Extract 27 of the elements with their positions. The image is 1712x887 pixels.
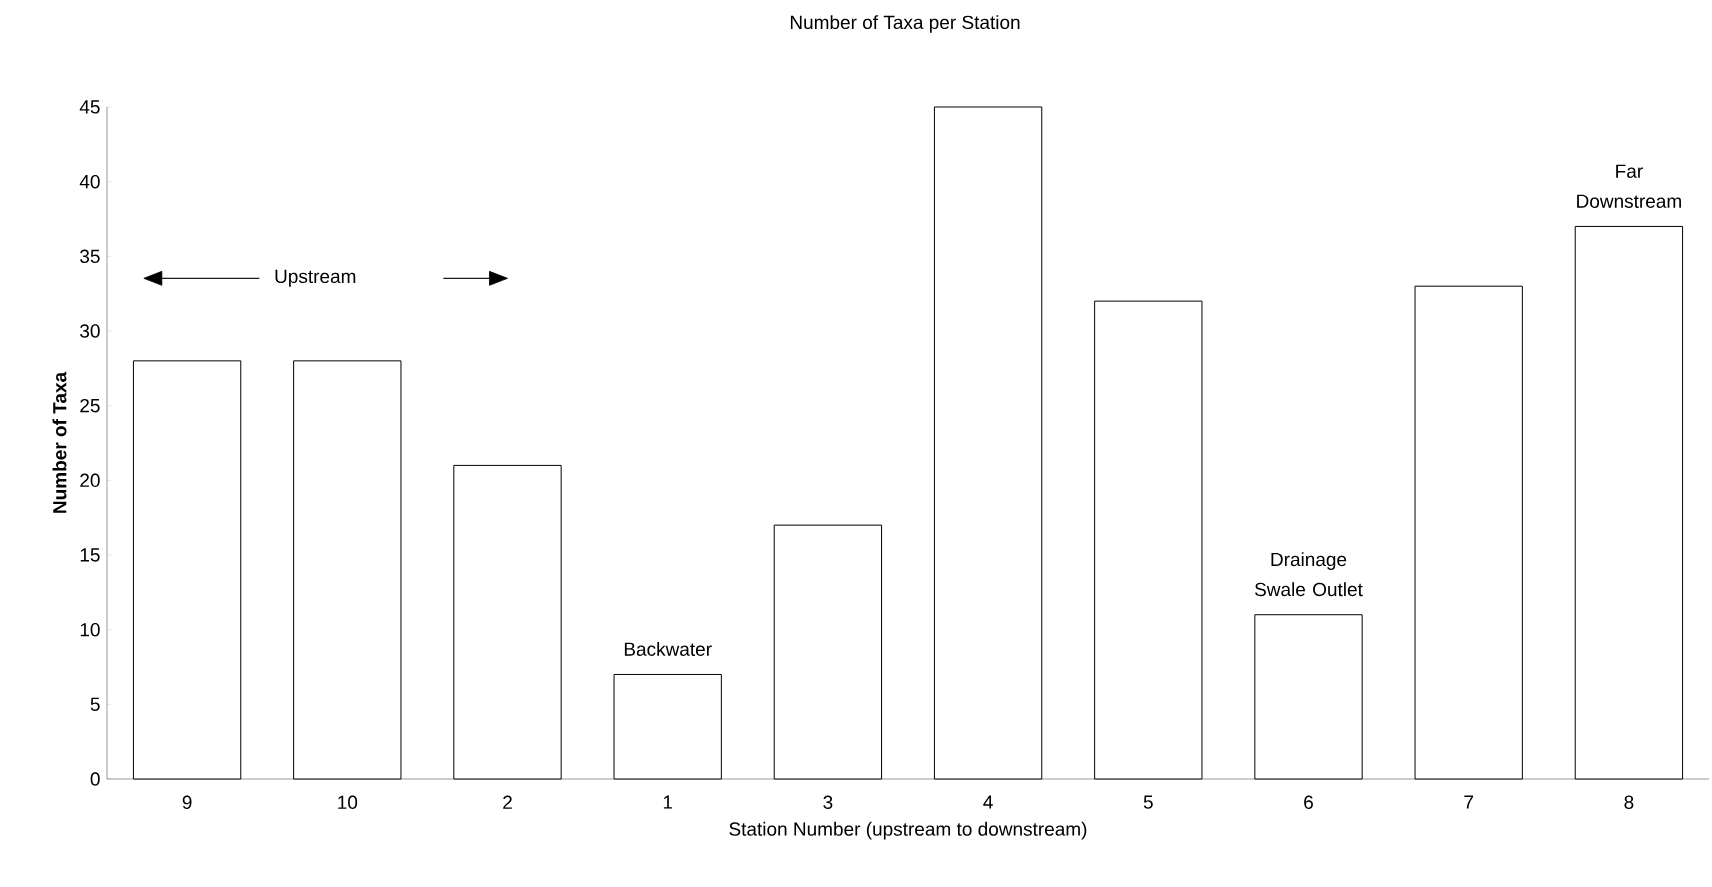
x-tick-label: 10 xyxy=(338,795,358,809)
y-tick-label: 15 xyxy=(80,548,100,562)
y-tick-label: 5 xyxy=(90,697,100,711)
x-tick-label: 4 xyxy=(983,795,993,809)
x-tick-label: 6 xyxy=(1304,795,1313,809)
x-tick-label: 9 xyxy=(182,795,192,809)
annotation: Upstream xyxy=(275,269,356,287)
chart-title: Number of Taxa per Station xyxy=(790,15,1020,33)
annotation: Drainage Swale Outlet xyxy=(1254,552,1363,597)
y-tick-label: 45 xyxy=(79,100,100,114)
x-tick-label: 3 xyxy=(823,795,833,809)
x-tick-label: 7 xyxy=(1464,795,1474,809)
y-tick-label: 40 xyxy=(79,174,100,189)
y-tick-label: 20 xyxy=(80,473,100,488)
x-tick-label: 1 xyxy=(663,795,673,809)
annotation: Far Downstream xyxy=(1577,164,1681,208)
y-tick-label: 30 xyxy=(80,324,100,338)
x-tick-label: 2 xyxy=(503,795,512,809)
y-tick-label: 0 xyxy=(90,772,100,786)
y-tick-label: 10 xyxy=(80,622,100,637)
x-tick-label: 5 xyxy=(1143,795,1153,809)
x-tick-label: 8 xyxy=(1624,795,1634,809)
annotation: Backwater xyxy=(624,641,712,656)
x-axis-title: Station Number (upstream to downstream) xyxy=(729,821,1087,840)
y-tick-label: 35 xyxy=(80,249,100,264)
y-axis-title: Number of Taxa xyxy=(52,371,67,513)
y-tick-label: 25 xyxy=(80,398,100,413)
